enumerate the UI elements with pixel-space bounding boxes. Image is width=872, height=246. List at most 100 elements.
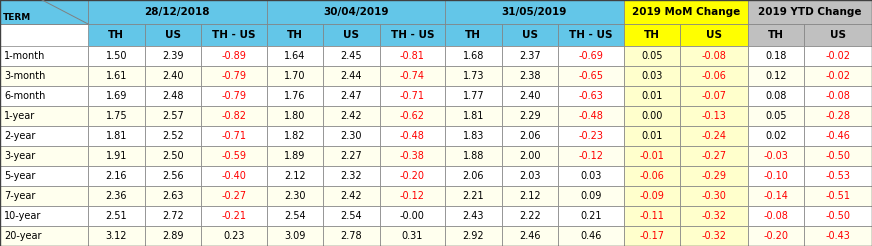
- Bar: [145, 206, 201, 226]
- Bar: [623, 86, 680, 106]
- Bar: [267, 126, 323, 146]
- Text: 1.89: 1.89: [284, 151, 305, 161]
- Bar: [145, 46, 201, 66]
- Text: 2.92: 2.92: [462, 231, 484, 241]
- Text: 1.88: 1.88: [462, 151, 484, 161]
- Bar: [201, 206, 267, 226]
- Bar: [88, 86, 145, 106]
- Bar: [623, 126, 680, 146]
- Text: 0.18: 0.18: [766, 51, 787, 61]
- Bar: [0, 166, 88, 186]
- Text: -0.08: -0.08: [826, 91, 850, 101]
- Text: -0.07: -0.07: [701, 91, 726, 101]
- Text: -0.32: -0.32: [701, 211, 726, 221]
- Bar: [804, 126, 872, 146]
- Bar: [88, 106, 145, 126]
- Bar: [0, 46, 88, 66]
- Bar: [145, 166, 201, 186]
- Bar: [267, 24, 323, 46]
- Bar: [145, 226, 201, 246]
- Text: -0.43: -0.43: [826, 231, 850, 241]
- Bar: [88, 0, 267, 24]
- Bar: [501, 46, 558, 66]
- Text: -0.63: -0.63: [578, 91, 603, 101]
- Text: 1.83: 1.83: [462, 131, 484, 141]
- Bar: [323, 24, 379, 46]
- Bar: [680, 146, 748, 166]
- Bar: [680, 66, 748, 86]
- Text: -0.38: -0.38: [400, 151, 425, 161]
- Bar: [88, 24, 145, 46]
- Bar: [0, 126, 88, 146]
- Bar: [0, 146, 88, 166]
- Text: 1.75: 1.75: [106, 111, 127, 121]
- Bar: [323, 106, 379, 126]
- Bar: [501, 226, 558, 246]
- Bar: [804, 206, 872, 226]
- Bar: [267, 186, 323, 206]
- Bar: [748, 86, 804, 106]
- Bar: [145, 24, 201, 46]
- Text: 2.63: 2.63: [162, 191, 184, 201]
- Bar: [623, 24, 680, 46]
- Text: TH: TH: [108, 30, 125, 40]
- Text: -0.21: -0.21: [221, 211, 246, 221]
- Bar: [379, 226, 445, 246]
- Text: 2.03: 2.03: [519, 171, 541, 181]
- Text: -0.14: -0.14: [764, 191, 788, 201]
- Text: -0.48: -0.48: [578, 111, 603, 121]
- Text: -0.59: -0.59: [221, 151, 246, 161]
- Text: TH - US: TH - US: [212, 30, 255, 40]
- Text: -0.06: -0.06: [701, 71, 726, 81]
- Bar: [558, 86, 623, 106]
- Text: 2.27: 2.27: [340, 151, 362, 161]
- Bar: [804, 86, 872, 106]
- Bar: [623, 66, 680, 86]
- Text: US: US: [165, 30, 181, 40]
- Bar: [267, 106, 323, 126]
- Text: 3-month: 3-month: [4, 71, 45, 81]
- Bar: [88, 226, 145, 246]
- Text: TH: TH: [466, 30, 481, 40]
- Text: 0.23: 0.23: [223, 231, 244, 241]
- Text: -0.46: -0.46: [826, 131, 850, 141]
- Text: 0.01: 0.01: [641, 91, 663, 101]
- Bar: [379, 66, 445, 86]
- Text: 2.42: 2.42: [340, 111, 362, 121]
- Text: -0.69: -0.69: [578, 51, 603, 61]
- Text: 2.12: 2.12: [284, 171, 305, 181]
- Text: -0.17: -0.17: [639, 231, 664, 241]
- Bar: [379, 126, 445, 146]
- Text: 0.02: 0.02: [766, 131, 787, 141]
- Text: 2.78: 2.78: [340, 231, 362, 241]
- Bar: [323, 66, 379, 86]
- Bar: [379, 206, 445, 226]
- Bar: [501, 186, 558, 206]
- Text: 0.31: 0.31: [402, 231, 423, 241]
- Text: -0.50: -0.50: [826, 151, 850, 161]
- Text: 28/12/2018: 28/12/2018: [145, 7, 210, 17]
- Bar: [145, 66, 201, 86]
- Text: -0.10: -0.10: [764, 171, 788, 181]
- Bar: [748, 126, 804, 146]
- Bar: [748, 0, 872, 24]
- Text: 2.40: 2.40: [519, 91, 541, 101]
- Text: 20-year: 20-year: [4, 231, 42, 241]
- Text: 2.30: 2.30: [284, 191, 305, 201]
- Text: 2.45: 2.45: [340, 51, 362, 61]
- Text: 2.29: 2.29: [519, 111, 541, 121]
- Bar: [379, 186, 445, 206]
- Text: 2.89: 2.89: [162, 231, 184, 241]
- Text: 31/05/2019: 31/05/2019: [501, 7, 567, 17]
- Text: -0.24: -0.24: [701, 131, 726, 141]
- Bar: [201, 46, 267, 66]
- Bar: [558, 186, 623, 206]
- Text: 1.91: 1.91: [106, 151, 127, 161]
- Bar: [558, 66, 623, 86]
- Bar: [323, 46, 379, 66]
- Bar: [201, 186, 267, 206]
- Text: 2019 MoM Change: 2019 MoM Change: [631, 7, 739, 17]
- Text: 2.44: 2.44: [341, 71, 362, 81]
- Text: -0.50: -0.50: [826, 211, 850, 221]
- Text: -0.74: -0.74: [399, 71, 425, 81]
